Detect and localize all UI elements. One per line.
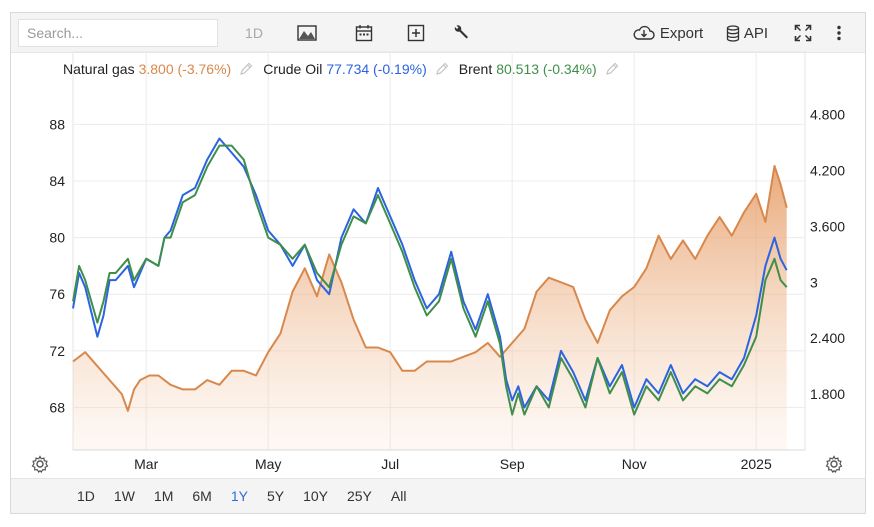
right-axis-tick-label: 1.800: [810, 386, 845, 402]
range-button-all[interactable]: All: [390, 488, 407, 504]
legend-series-name: Crude Oil: [263, 61, 323, 77]
more-menu-button[interactable]: [829, 19, 849, 47]
natural-gas-line: [72, 164, 788, 412]
x-axis-tick-label: Mar: [134, 456, 158, 472]
x-axis-tick-label: Sep: [500, 456, 525, 472]
chart-legend: Natural gas 3.800 (-3.76%) Crude Oil 77.734…: [63, 61, 629, 77]
range-button-1y[interactable]: 1Y: [230, 488, 248, 504]
right-axis-tick-label: 3: [810, 274, 818, 290]
tools-button[interactable]: [448, 19, 474, 47]
x-axis-tick-label: May: [255, 456, 281, 472]
database-icon: [726, 24, 740, 42]
legend-series-value: 3.800 (-3.76%): [138, 61, 232, 77]
x-axis-tick-label: 2025: [741, 456, 772, 472]
left-axis-tick-label: 80: [49, 230, 65, 246]
legend-series-name: Brent: [458, 61, 493, 77]
left-axis-tick-label: 84: [49, 173, 65, 189]
legend-series-value: 77.734 (-0.19%): [326, 61, 427, 77]
legend-item[interactable]: Brent 80.513 (-0.34%): [459, 61, 619, 77]
x-axis-tick-label: Nov: [622, 456, 647, 472]
edit-pencil-icon[interactable]: [605, 62, 619, 76]
edit-pencil-icon[interactable]: [239, 62, 253, 76]
export-button[interactable]: Export: [631, 19, 705, 47]
wrench-icon: [454, 25, 468, 39]
left-axis-tick-label: 76: [49, 286, 65, 302]
range-button-10y[interactable]: 10Y: [303, 488, 328, 504]
top-toolbar: 1D: [11, 13, 865, 53]
api-label: API: [743, 24, 769, 42]
left-axis-settings-gear-icon[interactable]: [31, 455, 49, 473]
legend-series-value: 80.513 (-0.34%): [496, 61, 597, 77]
x-axis: Mar May Jul Sep Nov 2025: [134, 456, 772, 472]
calendar-icon: [355, 25, 373, 42]
left-axis: 68 72 76 80 84 88: [49, 116, 65, 415]
series-layer: [72, 137, 788, 450]
legend-series-name: Natural gas: [63, 61, 135, 77]
export-label: Export: [659, 24, 704, 42]
api-button[interactable]: API: [723, 19, 771, 47]
range-button-5y[interactable]: 5Y: [266, 488, 285, 504]
right-axis-tick-label: 4.800: [810, 107, 845, 123]
left-axis-tick-label: 72: [49, 343, 65, 359]
chart-type-button[interactable]: [294, 19, 320, 47]
fullscreen-icon: [794, 24, 812, 42]
fullscreen-button[interactable]: [791, 19, 815, 47]
more-vertical-icon: [837, 25, 841, 41]
cloud-download-icon: [633, 25, 655, 40]
range-button-25y[interactable]: 25Y: [346, 488, 372, 504]
compare-button[interactable]: [403, 19, 429, 47]
range-button-1m[interactable]: 1M: [153, 488, 174, 504]
range-button-1w[interactable]: 1W: [113, 488, 135, 504]
range-button-1d[interactable]: 1D: [77, 488, 95, 504]
natural-gas-area: [73, 165, 787, 450]
left-axis-tick-label: 68: [49, 400, 65, 416]
edit-pencil-icon[interactable]: [435, 62, 449, 76]
search-input[interactable]: [18, 19, 218, 47]
left-axis-tick-label: 88: [49, 116, 65, 132]
legend-item[interactable]: Crude Oil 77.734 (-0.19%): [263, 61, 449, 77]
right-axis-settings-gear-icon[interactable]: [825, 455, 843, 473]
right-axis-tick-label: 2.400: [810, 330, 845, 346]
legend-item[interactable]: Natural gas 3.800 (-3.76%): [63, 61, 253, 77]
mountain-chart-icon: [297, 25, 317, 41]
range-button-6m[interactable]: 6M: [192, 488, 212, 504]
interval-selector[interactable]: 1D: [245, 25, 263, 41]
plus-square-icon: [407, 24, 425, 42]
range-selector-bar: 1D 1W 1M 6M 1Y 5Y 10Y 25Y All: [11, 478, 865, 513]
right-axis-tick-label: 3.600: [810, 218, 845, 234]
date-range-button[interactable]: [351, 19, 377, 47]
brent-line: [72, 144, 788, 416]
right-axis: 1.800 2.400 3 3.600 4.200 4.800: [810, 107, 845, 402]
right-axis-tick-label: 4.200: [810, 163, 845, 179]
x-axis-tick-label: Jul: [381, 456, 399, 472]
